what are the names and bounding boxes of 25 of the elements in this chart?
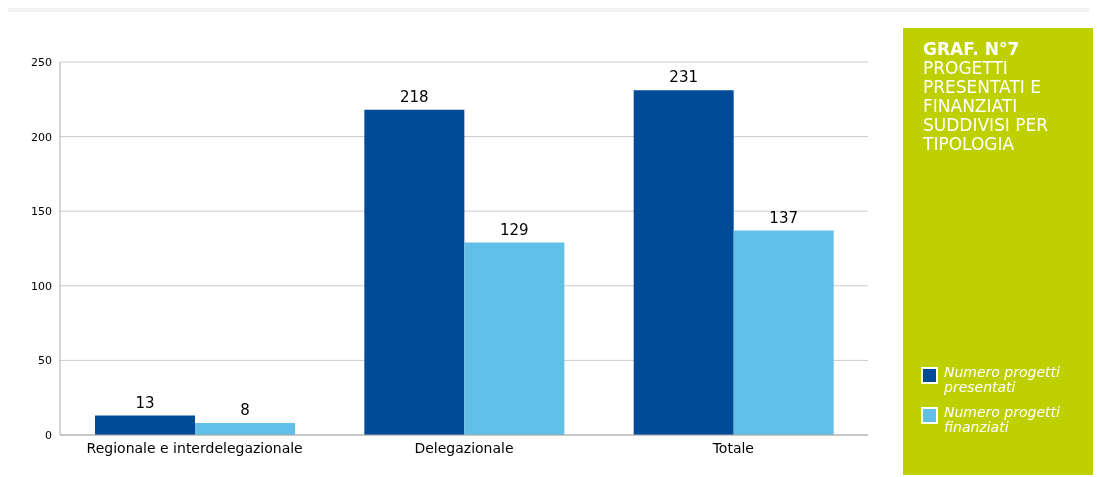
bar: [364, 109, 465, 435]
data-label: 129: [500, 220, 529, 239]
data-label: 231: [669, 68, 698, 87]
y-tick-label: 0: [45, 428, 52, 442]
data-label: 13: [135, 393, 155, 412]
bar: [733, 230, 834, 435]
legend-label: Numero progetti presentati: [944, 364, 1061, 395]
x-tick-label: Totale: [711, 439, 754, 456]
data-label: 8: [240, 401, 250, 420]
y-tick-label: 100: [31, 279, 52, 293]
y-tick-label: 150: [31, 205, 52, 219]
x-tick-label: Delegazionale: [414, 439, 514, 456]
text: PROGETTI PRESENTATI E FINANZIATI SUDDIVISI PER TIPOLOGIA: [923, 58, 1050, 154]
data-label: 137: [769, 208, 798, 227]
text: GRAF. N°7: [923, 39, 1021, 59]
bar: [95, 415, 196, 435]
bar: [464, 242, 565, 435]
y-tick-label: 200: [31, 130, 52, 144]
x-tick-label: Regionale e interdelegazionale: [86, 439, 303, 456]
bar: [633, 90, 734, 435]
y-tick-label: 250: [31, 55, 52, 69]
bar: [195, 423, 296, 435]
data-label: 218: [400, 87, 429, 106]
legend-label: Numero progetti finanziati: [944, 404, 1061, 435]
y-tick-label: 50: [38, 354, 52, 368]
